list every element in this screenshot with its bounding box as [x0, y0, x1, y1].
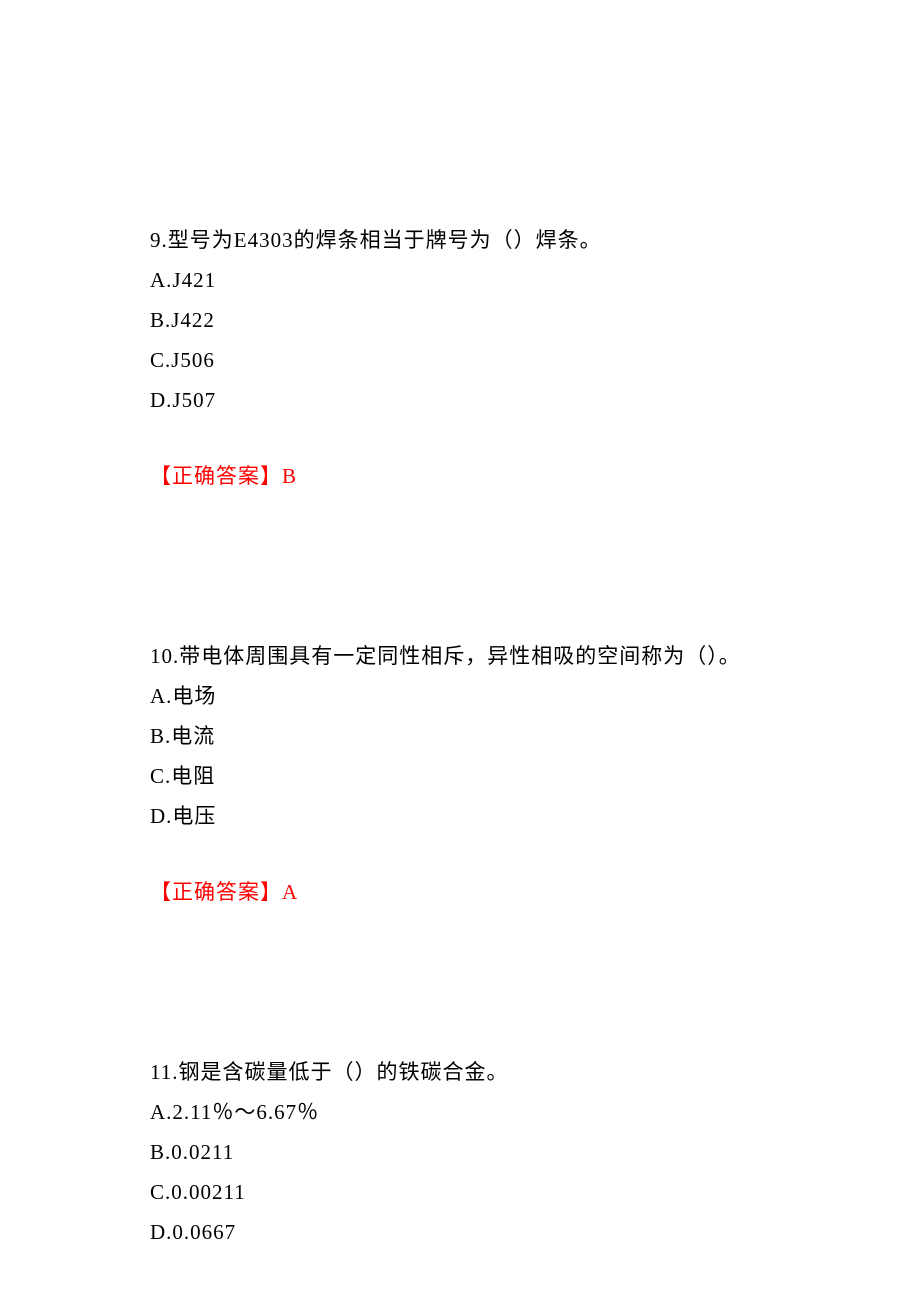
question-stem: 10.带电体周围具有一定同性相斥，异性相吸的空间称为（）。: [150, 636, 770, 676]
answer-value: B: [282, 464, 297, 488]
option-b: B.J422: [150, 300, 770, 340]
option-a: A.电场: [150, 676, 770, 716]
answer-line: 【正确答案】A: [150, 872, 770, 912]
question-10: 10.带电体周围具有一定同性相斥，异性相吸的空间称为（）。 A.电场 B.电流 …: [150, 636, 770, 912]
answer-label: 【正确答案】: [150, 464, 282, 488]
option-c: C.电阻: [150, 756, 770, 796]
answer-label: 【正确答案】: [150, 880, 282, 904]
option-c: C.0.00211: [150, 1172, 770, 1212]
option-b: B.0.0211: [150, 1132, 770, 1172]
option-a: A.J421: [150, 260, 770, 300]
option-c: C.J506: [150, 340, 770, 380]
answer-value: A: [282, 880, 298, 904]
answer-line: 【正确答案】B: [150, 456, 770, 496]
option-b: B.电流: [150, 716, 770, 756]
question-stem: 9.型号为E4303的焊条相当于牌号为（）焊条。: [150, 220, 770, 260]
question-stem: 11.钢是含碳量低于（）的铁碳合金。: [150, 1052, 770, 1092]
option-d: D.J507: [150, 380, 770, 420]
option-a: A.2.11％～6.67％: [150, 1092, 770, 1132]
page-content: 9.型号为E4303的焊条相当于牌号为（）焊条。 A.J421 B.J422 C…: [0, 0, 920, 1252]
option-d: D.电压: [150, 796, 770, 836]
question-11: 11.钢是含碳量低于（）的铁碳合金。 A.2.11％～6.67％ B.0.021…: [150, 1052, 770, 1252]
option-d: D.0.0667: [150, 1212, 770, 1252]
question-9: 9.型号为E4303的焊条相当于牌号为（）焊条。 A.J421 B.J422 C…: [150, 220, 770, 496]
